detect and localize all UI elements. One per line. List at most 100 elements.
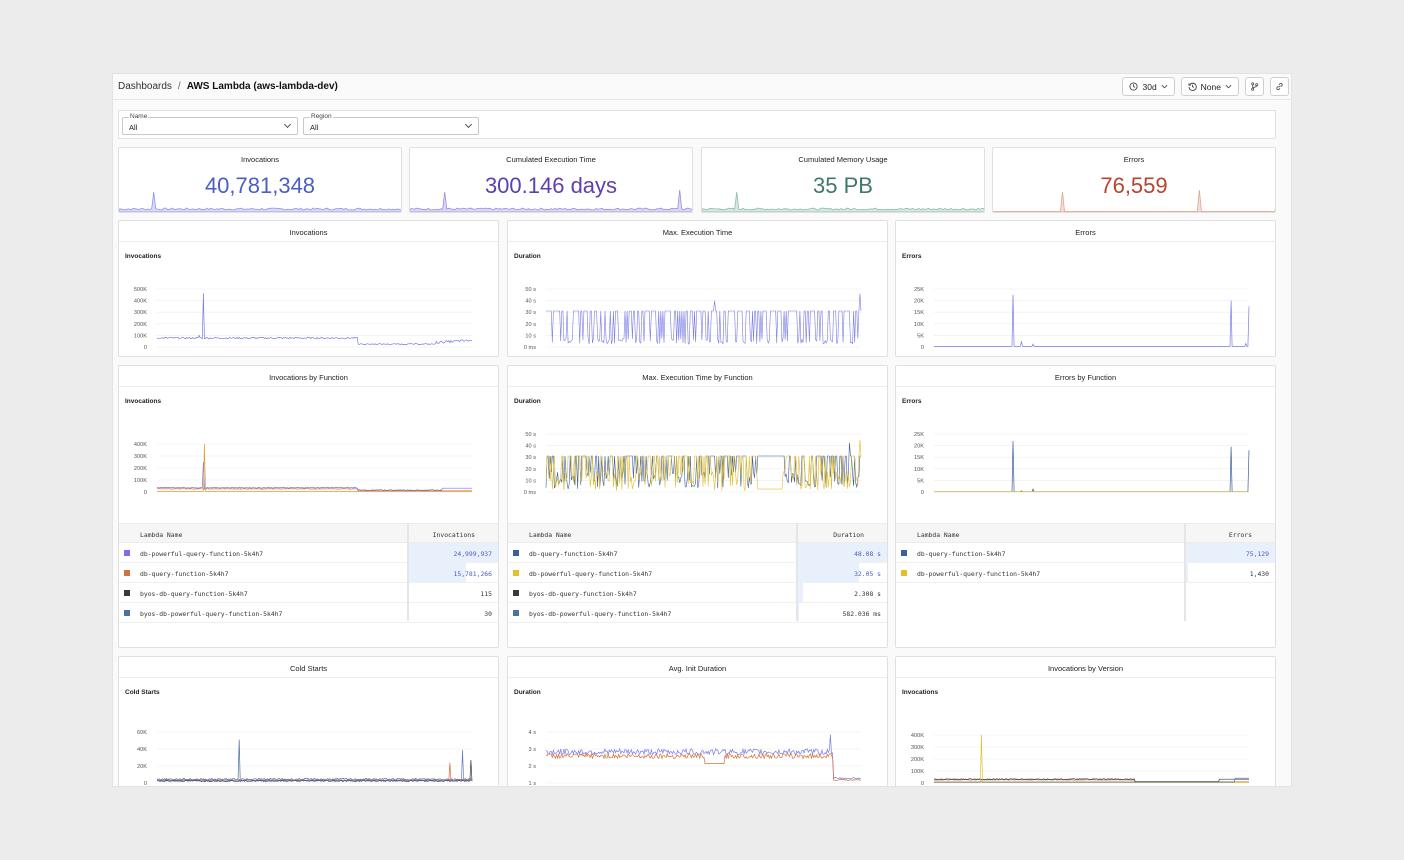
chevron-down-icon: [283, 120, 292, 129]
share-link-button[interactable]: [1270, 77, 1289, 96]
table-row[interactable]: db-query-function-5k4h7 75,129: [896, 543, 1275, 563]
breadcrumb-dashboards-link[interactable]: Dashboards: [118, 81, 172, 92]
page-title: AWS Lambda (aws-lambda-dev): [186, 81, 338, 92]
sparkline-path: [702, 191, 984, 212]
y-tick-label: 40 s: [525, 444, 536, 450]
column-header-value[interactable]: Duration: [833, 531, 864, 539]
y-tick-label: 15K: [914, 455, 924, 461]
lambda-name: db-powerful-query-function-5k4h7: [917, 570, 1041, 578]
panel-max-execution-time-by-function: Max. Execution Time by Function Duration…: [507, 365, 888, 648]
compare-picker[interactable]: None: [1180, 77, 1239, 96]
branch-button[interactable]: [1245, 77, 1264, 96]
table-header: Lambda Name Duration: [508, 523, 887, 543]
metric-value: 75,129: [1245, 550, 1269, 558]
y-tick-label: 10K: [914, 467, 924, 473]
breadcrumb-separator: /: [177, 81, 181, 92]
chevron-down-icon: [1161, 84, 1168, 89]
column-resize-handle[interactable]: [796, 523, 798, 621]
sparkline-path: [119, 191, 401, 212]
region-filter[interactable]: Region All: [303, 113, 479, 135]
series-color-swatch: [124, 570, 130, 576]
y-tick-label: 0 ms: [524, 345, 536, 351]
panel-invocations-by-version: Invocations by Version Invocations 400K 3…: [895, 656, 1276, 786]
compare-label: None: [1200, 81, 1221, 92]
column-header-name[interactable]: Lambda Name: [529, 531, 572, 539]
y-tick-label: 500K: [134, 287, 147, 293]
column-header-value[interactable]: Errors: [1228, 531, 1252, 539]
name-filter[interactable]: Name All: [122, 113, 298, 135]
table-row[interactable]: db-powerful-query-function-5k4h7 1,430: [896, 563, 1275, 583]
lambda-name: db-powerful-query-function-5k4h7: [529, 570, 653, 578]
table-row[interactable]: db-powerful-query-function-5k4h7 24,999,9…: [119, 543, 498, 563]
metric-value: 32.05 s: [854, 570, 881, 578]
column-header-value[interactable]: Invocations: [432, 531, 475, 539]
series-line: [157, 749, 473, 781]
value-bar: [409, 563, 467, 582]
series-color-swatch: [513, 550, 519, 556]
y-tick-label: 200K: [911, 757, 924, 763]
git-branch-icon: [1251, 82, 1259, 91]
stat-value: 76,559: [1100, 173, 1168, 198]
stat-sparkline: [119, 191, 401, 212]
stat-panel-errors: Errors 76,559: [992, 147, 1276, 213]
stat-sparkline: [410, 189, 692, 212]
y-tick-label: 400K: [134, 299, 147, 305]
series-color-swatch: [901, 570, 907, 576]
value-bar: [1186, 563, 1188, 582]
series-line: [934, 777, 1249, 783]
value-bar: [798, 583, 803, 602]
series-line: [156, 759, 473, 782]
column-resize-handle[interactable]: [407, 523, 409, 621]
errors-chart: 25K20K15K10K5K02 Jan5 Jan8 Jan11 Jan14 J…: [914, 287, 1250, 351]
stat-sparkline: [702, 191, 984, 212]
y-tick-label: 0: [144, 781, 147, 787]
y-tick-label: 40 s: [525, 299, 536, 305]
y-tick-label: 25K: [914, 432, 924, 438]
table-header: Lambda Name Errors: [896, 523, 1275, 543]
time-range-picker[interactable]: 30d: [1122, 77, 1175, 96]
table-row[interactable]: db-query-function-5k4h7 15,781,266: [119, 563, 498, 583]
panel-errors: Errors Errors 25K20K15K10K5K02 Jan5 Jan8…: [895, 220, 1276, 357]
series-line: [934, 734, 1249, 783]
table-row[interactable]: byos-db-powerful-query-function-5k4h7 30: [119, 603, 498, 623]
clock-icon: [1129, 82, 1139, 91]
stat-title: Invocations: [241, 155, 279, 164]
column-header-name[interactable]: Lambda Name: [917, 531, 960, 539]
stat-value: 40,781,348: [204, 173, 316, 198]
y-tick-label: 400K: [134, 442, 147, 448]
lambda-name: byos-db-powerful-query-function-5k4h7: [140, 610, 283, 618]
series-color-swatch: [513, 590, 519, 596]
invocations-by-function-chart: 400K300K200K100K02 Jan5 Jan8 Jan11 Jan14…: [134, 442, 472, 496]
y-tick-label: 10 s: [525, 333, 536, 339]
series-line: [934, 778, 1249, 782]
chevron-down-icon: [464, 120, 473, 129]
max-execution-time-by-function-chart: 50 s40 s30 s20 s10 s0 ms2 Jan5 Jan8 Jan1…: [524, 432, 862, 496]
series-color-swatch: [513, 610, 519, 616]
y-tick-label: 300K: [911, 745, 924, 751]
stat-title: Cumulated Execution Time: [506, 155, 596, 164]
y-tick-label: 0: [144, 490, 147, 496]
table-row[interactable]: byos-db-query-function-5k4h7 115: [119, 583, 498, 603]
column-header-name[interactable]: Lambda Name: [140, 531, 183, 539]
chart-label: Duration: [514, 398, 541, 405]
y-tick-label: 10K: [914, 322, 924, 328]
value-bar: [798, 543, 887, 562]
y-tick-label: 20K: [914, 299, 924, 305]
y-tick-label: 400K: [911, 733, 924, 739]
series-line: [545, 439, 862, 492]
table-row[interactable]: db-powerful-query-function-5k4h7 32.05 s: [508, 563, 887, 583]
errors-by-function-chart: 25K20K15K10K5K02 Jan5 Jan8 Jan11 Jan14 J…: [914, 432, 1250, 496]
panel-title: Max. Execution Time: [662, 228, 733, 237]
invocations-by-version-chart: 400K300K200K100K02 Jan5 Jan8 Jan11 Jan14…: [911, 733, 1249, 786]
table-row[interactable]: db-query-function-5k4h7 48.08 s: [508, 543, 887, 563]
table-row[interactable]: byos-db-powerful-query-function-5k4h7 582…: [508, 603, 887, 623]
panel-title: Invocations: [289, 228, 328, 237]
table-row[interactable]: byos-db-query-function-5k4h7 2.308 s: [508, 583, 887, 603]
y-tick-label: 0 ms: [524, 490, 536, 496]
series-line: [156, 293, 473, 346]
panel-title: Avg. Init Duration: [668, 664, 727, 673]
metric-value: 1,430: [1249, 570, 1269, 578]
panel-errors-by-function: Errors by Function Errors 25K 20K 15K 10K 5K…: [895, 365, 1276, 648]
y-tick-label: 20 s: [525, 322, 536, 328]
column-resize-handle[interactable]: [1184, 523, 1186, 621]
